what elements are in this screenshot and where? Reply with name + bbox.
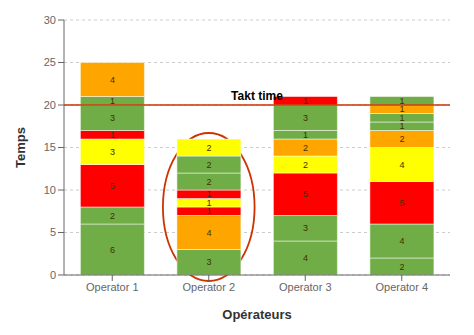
svg-text:25: 25 xyxy=(44,56,56,68)
svg-text:5: 5 xyxy=(110,181,115,191)
svg-text:1: 1 xyxy=(206,197,212,208)
svg-text:1: 1 xyxy=(206,189,211,199)
svg-text:Operator 1: Operator 1 xyxy=(86,281,139,293)
svg-text:5: 5 xyxy=(50,226,56,238)
svg-text:2: 2 xyxy=(206,143,211,153)
svg-text:6: 6 xyxy=(110,245,115,255)
svg-text:2: 2 xyxy=(303,160,308,170)
svg-text:5: 5 xyxy=(399,198,404,208)
svg-text:1: 1 xyxy=(303,130,308,140)
svg-text:2: 2 xyxy=(399,134,404,144)
svg-text:Takt time: Takt time xyxy=(231,89,283,103)
svg-text:Operator 4: Operator 4 xyxy=(375,281,428,293)
svg-text:Temps: Temps xyxy=(13,127,28,168)
svg-text:1: 1 xyxy=(399,96,404,106)
svg-text:1: 1 xyxy=(399,104,405,115)
svg-text:4: 4 xyxy=(206,228,211,238)
svg-text:3: 3 xyxy=(303,223,308,233)
svg-text:4: 4 xyxy=(399,236,404,246)
svg-text:0: 0 xyxy=(50,269,56,281)
svg-text:2: 2 xyxy=(399,262,404,272)
svg-text:1: 1 xyxy=(399,121,405,132)
svg-text:10: 10 xyxy=(44,184,56,196)
svg-text:4: 4 xyxy=(399,160,404,170)
svg-text:3: 3 xyxy=(206,257,211,267)
svg-text:2: 2 xyxy=(206,177,211,187)
svg-text:1: 1 xyxy=(110,130,115,140)
svg-text:4: 4 xyxy=(303,253,308,263)
svg-text:2: 2 xyxy=(206,160,211,170)
svg-text:2: 2 xyxy=(303,143,308,153)
svg-text:5: 5 xyxy=(303,189,308,199)
svg-text:3: 3 xyxy=(303,113,308,123)
svg-text:3: 3 xyxy=(110,113,115,123)
svg-text:Operator 3: Operator 3 xyxy=(279,281,332,293)
svg-text:4: 4 xyxy=(110,75,115,85)
svg-text:1: 1 xyxy=(110,96,115,106)
svg-text:15: 15 xyxy=(44,141,56,153)
svg-text:1: 1 xyxy=(303,96,308,106)
svg-text:Operator 2: Operator 2 xyxy=(182,281,235,293)
svg-text:2: 2 xyxy=(110,211,115,221)
svg-text:1: 1 xyxy=(399,112,405,123)
svg-text:30: 30 xyxy=(44,14,56,26)
svg-text:1: 1 xyxy=(206,206,212,217)
svg-text:20: 20 xyxy=(44,99,56,111)
svg-text:Opérateurs: Opérateurs xyxy=(222,307,291,322)
svg-text:3: 3 xyxy=(110,147,115,157)
